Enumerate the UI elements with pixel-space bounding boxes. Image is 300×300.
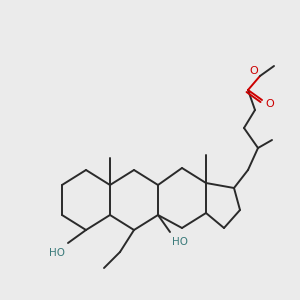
Text: HO: HO	[49, 248, 65, 258]
Text: O: O	[249, 66, 258, 76]
Text: O: O	[265, 99, 274, 109]
Text: HO: HO	[172, 237, 188, 247]
